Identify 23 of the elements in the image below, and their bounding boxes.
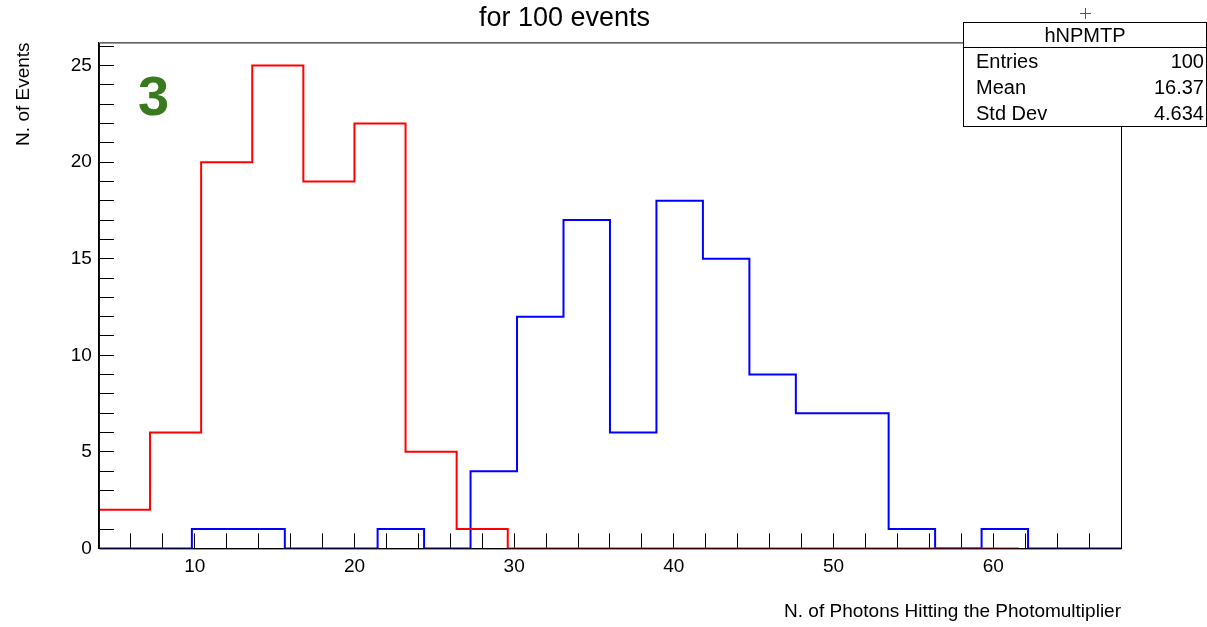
chart-title: for 100 events [478, 1, 651, 32]
text: 16.37 [1153, 75, 1204, 100]
annotation: Mean [976, 75, 1027, 100]
annotation: Std Dev [976, 101, 1048, 126]
y-tick-label: 0 [81, 536, 92, 558]
text: 100 [1170, 49, 1204, 74]
y-tick-label: 5 [81, 440, 92, 462]
y-tick-label: 15 [70, 246, 92, 268]
text: 4.634 [1153, 101, 1204, 126]
y-tick-label: 20 [70, 150, 92, 172]
annotation: Entries [976, 49, 1039, 74]
annotation: 3 [138, 64, 170, 127]
y-tick-label: 10 [70, 343, 92, 365]
x-tick-label: 30 [503, 555, 525, 577]
x-tick-label: 40 [663, 555, 685, 577]
y-tick-label: 25 [70, 53, 92, 75]
x-tick-label: 20 [343, 555, 366, 577]
x-tick-label: 10 [184, 555, 206, 577]
y-axis-title: N. of Events [11, 42, 33, 146]
x-tick-label: 60 [982, 555, 1004, 577]
x-axis-title: N. of Photons Hitting the Photomultiplier [784, 599, 1122, 621]
annotation: hNPMTP [964, 23, 1206, 48]
x-tick-label: 50 [822, 555, 845, 577]
